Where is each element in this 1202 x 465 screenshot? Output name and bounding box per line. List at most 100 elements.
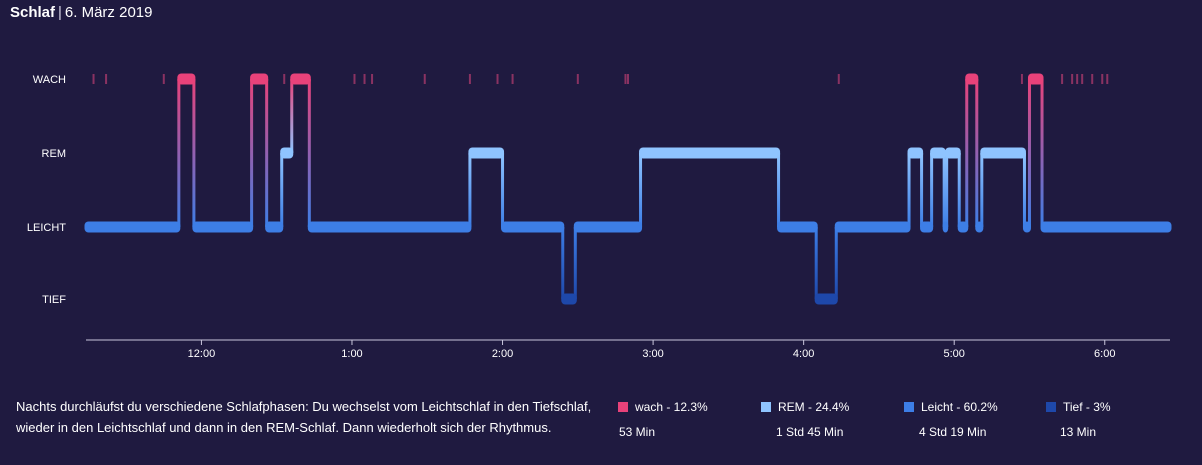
stage-transition xyxy=(975,79,979,227)
stage-transition xyxy=(639,153,643,227)
legend-label: Leicht - 60.2% xyxy=(921,400,998,414)
stage-transition xyxy=(814,227,818,299)
stage-transition xyxy=(265,79,269,227)
title-date: 6. März 2019 xyxy=(64,4,153,21)
stage-transition xyxy=(965,79,969,227)
brief-wake-mark xyxy=(353,74,356,84)
stage-transition xyxy=(907,153,911,227)
legend-label: wach - 12.3% xyxy=(635,400,708,414)
legend-label: Tief - 3% xyxy=(1063,400,1111,414)
stage-transition xyxy=(1040,79,1044,227)
stage-transition xyxy=(957,153,961,227)
stage-segment-leicht xyxy=(573,221,643,233)
legend-duration: 53 Min xyxy=(619,425,656,439)
stage-transition xyxy=(250,79,254,227)
brief-wake-mark xyxy=(837,74,840,84)
stage-segment-leicht xyxy=(777,221,818,233)
stage-segment-wach xyxy=(1027,73,1044,85)
stage-segment-rem xyxy=(930,147,946,159)
legend-item: REM - 24.4% 1 Std 45 Min xyxy=(761,397,849,442)
x-tick-label: 3:00 xyxy=(642,348,663,360)
stage-segment-leicht xyxy=(920,221,934,233)
brief-wake-mark xyxy=(1091,74,1094,84)
stage-transition xyxy=(290,79,294,153)
stage-transition xyxy=(834,227,838,299)
stage-segment-rem xyxy=(945,147,961,159)
y-label-wach: WACH xyxy=(33,74,66,86)
y-label-tief: TIEF xyxy=(42,294,66,306)
legend-item: Leicht - 60.2% 4 Std 19 Min xyxy=(904,397,998,442)
legend-duration: 1 Std 45 Min xyxy=(776,425,844,439)
stage-segment-tief xyxy=(561,293,577,305)
stage-transition xyxy=(468,153,472,227)
x-tick-label: 5:00 xyxy=(943,348,964,360)
stage-segment-rem xyxy=(639,147,781,159)
stage-transition xyxy=(980,153,984,227)
brief-wake-mark xyxy=(1020,74,1023,84)
stage-segment-leicht xyxy=(307,221,472,233)
brief-wake-mark xyxy=(1076,74,1079,84)
stage-transition xyxy=(177,79,181,227)
stage-transition xyxy=(945,153,949,227)
stage-segment-tief xyxy=(814,293,838,305)
legend-item: Tief - 3% 13 Min xyxy=(1046,397,1111,442)
stage-segment-leicht xyxy=(834,221,911,233)
title-main: Schlaf xyxy=(10,4,56,21)
brief-wake-mark xyxy=(576,74,579,84)
legend-swatch xyxy=(1046,402,1056,412)
brief-wake-mark xyxy=(283,74,286,84)
stage-transition xyxy=(1027,79,1031,227)
stage-segment-wach xyxy=(290,73,311,85)
stage-transition xyxy=(920,153,924,227)
stage-transition xyxy=(942,153,946,227)
stage-transition xyxy=(501,153,505,227)
brief-wake-mark xyxy=(511,74,514,84)
brief-wake-mark xyxy=(371,74,374,84)
brief-wake-mark xyxy=(624,74,627,84)
stage-segment-leicht xyxy=(265,221,284,233)
page-title: Schlaf | 6. März 2019 xyxy=(10,4,152,21)
x-tick-label: 1:00 xyxy=(341,348,362,360)
stage-segment-rem xyxy=(280,147,294,159)
stage-transition xyxy=(573,227,577,299)
legend-item: wach - 12.3% 53 Min xyxy=(618,397,708,442)
brief-wake-mark xyxy=(105,74,108,84)
stage-transition xyxy=(307,79,311,227)
y-label-rem: REM xyxy=(42,148,66,160)
stage-segment-leicht xyxy=(84,221,181,233)
x-tick-label: 2:00 xyxy=(492,348,513,360)
stage-segment-wach xyxy=(177,73,196,85)
x-tick-label: 6:00 xyxy=(1094,348,1115,360)
stage-segment-leicht xyxy=(192,221,254,233)
brief-wake-mark xyxy=(92,74,95,84)
stage-segment-rem xyxy=(907,147,924,159)
sleep-stage-chart: WACH REM LEICHT TIEF 12:00 1:00 2:00 3:00 4:00 5… xyxy=(27,73,1172,360)
brief-wake-mark xyxy=(1061,74,1064,84)
stage-transition xyxy=(280,153,284,227)
stage-segment-wach xyxy=(965,73,979,85)
stage-transition xyxy=(561,227,565,299)
x-tick-label: 4:00 xyxy=(793,348,814,360)
stage-segment-leicht xyxy=(942,221,949,233)
y-label-leicht: LEICHT xyxy=(27,222,66,234)
legend-swatch xyxy=(904,402,914,412)
stage-segment-rem xyxy=(980,147,1026,159)
brief-wake-mark xyxy=(496,74,499,84)
stage-segment-leicht xyxy=(1040,221,1172,233)
stage-segment-leicht xyxy=(501,221,565,233)
brief-wake-mark xyxy=(1101,74,1104,84)
brief-wake-mark xyxy=(423,74,426,84)
x-tick-label: 12:00 xyxy=(188,348,216,360)
stage-segment-leicht xyxy=(957,221,969,233)
brief-wake-mark xyxy=(1081,74,1084,84)
legend-swatch xyxy=(761,402,771,412)
brief-wake-mark xyxy=(468,74,471,84)
legend-label: REM - 24.4% xyxy=(778,400,850,414)
stage-transition xyxy=(930,153,934,227)
brief-wake-mark xyxy=(1071,74,1074,84)
brief-wake-mark xyxy=(1106,74,1109,84)
stage-segment-leicht xyxy=(975,221,984,233)
brief-wake-mark xyxy=(363,74,366,84)
legend-swatch xyxy=(618,402,628,412)
legend-duration: 13 Min xyxy=(1060,425,1097,439)
